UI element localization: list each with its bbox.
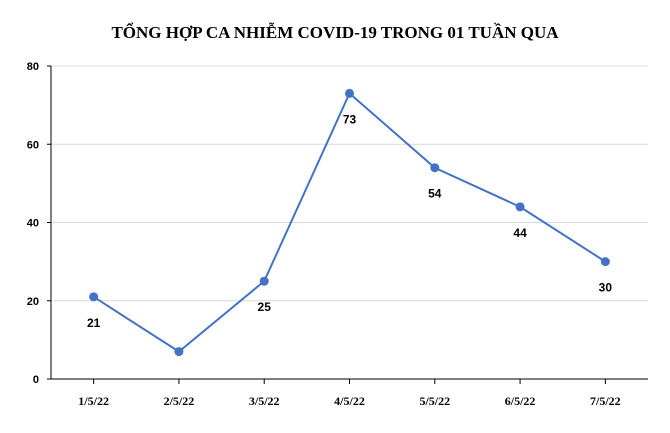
y-tick-label: 80 [27,61,39,73]
y-tick-label: 20 [27,296,39,308]
data-point [430,163,440,173]
data-labels: 21 25 73 54 44 30 [87,112,612,329]
y-tick-label: 40 [27,218,39,230]
data-label: 44 [513,226,527,240]
data-point [345,88,354,98]
x-tick-label: 4/5/22 [334,394,365,408]
data-label: 21 [87,316,101,330]
data-point [600,257,610,267]
gridlines [51,65,648,302]
data-label: 73 [343,112,357,126]
data-label: 25 [258,300,272,314]
axes [47,65,648,384]
x-tick-label: 1/5/22 [78,394,109,408]
data-point [259,276,269,286]
x-tick-label: 2/5/22 [164,394,195,408]
y-tick-label: 0 [33,374,39,386]
data-label: 54 [428,187,442,201]
data-point [174,347,184,357]
data-series [89,88,610,357]
x-tick-label: 3/5/22 [249,394,280,408]
data-label: 30 [599,281,613,295]
chart-title: TỔNG HỢP CA NHIỄM COVID-19 TRONG 01 TUẦN… [111,22,559,42]
x-tick-label: 5/5/22 [419,394,450,408]
data-point [515,202,525,212]
y-tick-label: 60 [27,139,39,151]
x-tick-label: 7/5/22 [590,394,621,408]
y-axis-tick-labels: 0 20 40 60 80 [27,61,39,386]
data-point [89,292,99,302]
x-tick-label: 6/5/22 [505,394,536,408]
x-axis-tick-labels: 1/5/22 2/5/22 3/5/22 4/5/22 5/5/22 6/5/22 7/5/… [78,394,620,408]
